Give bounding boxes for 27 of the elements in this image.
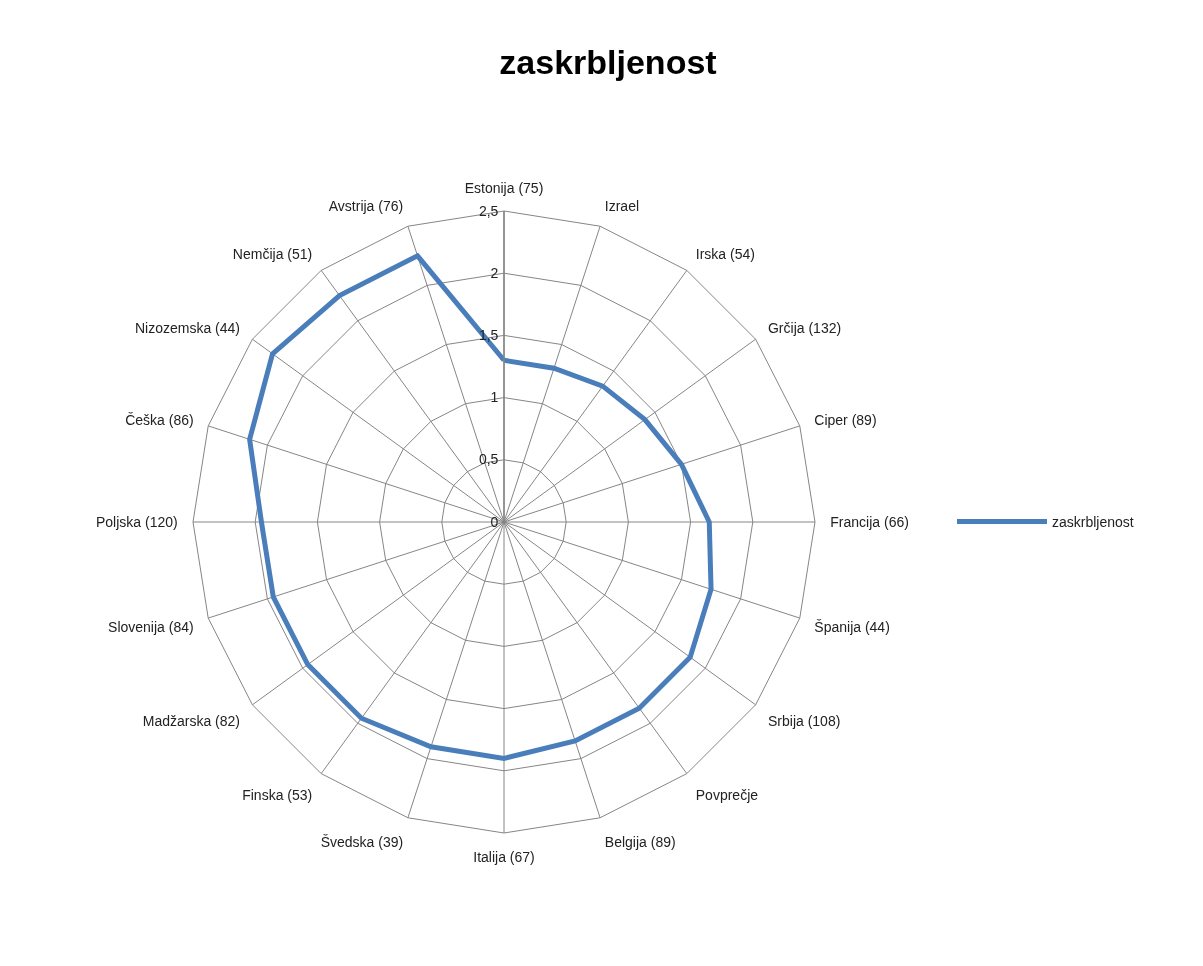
spoke-label: Finska (53) (242, 787, 313, 804)
spoke-label: Madžarska (82) (142, 712, 241, 729)
spoke-label: Estonija (75) (464, 179, 544, 196)
spoke-label: Avstrija (76) (328, 197, 404, 214)
spoke-label: Slovenija (84) (108, 618, 194, 635)
y-tick-label: 0 (490, 513, 499, 530)
spoke-label: Švedska (39) (320, 834, 404, 851)
spoke-label: Francija (66) (830, 513, 909, 530)
spoke-label: Poljska (120) (96, 513, 178, 530)
spoke-label: Nizozemska (44) (134, 319, 241, 336)
spoke-label: Ciper (89) (814, 411, 877, 428)
legend-label: zaskrbljenost (1052, 514, 1134, 531)
y-tick-label: 2 (490, 264, 499, 281)
spoke-label: Grčija (132) (767, 319, 842, 336)
spoke-label: Češka (86) (125, 411, 194, 428)
spoke-label: Povprečje (695, 787, 759, 804)
spoke-label: Irska (54) (695, 245, 755, 262)
spoke-label: Srbija (108) (767, 712, 841, 729)
chart-title: zaskrbljenost (499, 42, 717, 81)
y-tick-label: 1 (490, 389, 499, 406)
spoke-label: Španija (44) (814, 618, 890, 635)
y-tick-label: 0,5 (478, 451, 499, 468)
spoke-label: Belgija (89) (604, 834, 676, 851)
spoke-label: Nemčija (51) (232, 245, 313, 262)
spoke-label: Izrael (604, 197, 640, 214)
spoke-label: Italija (67) (473, 849, 535, 866)
y-tick-label: 2,5 (478, 202, 499, 219)
